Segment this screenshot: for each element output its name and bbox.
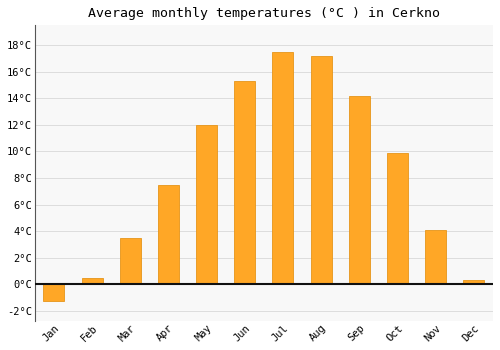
Bar [387, 153, 408, 284]
Bar [158, 184, 179, 284]
Bar [272, 52, 293, 284]
Bar [120, 238, 141, 284]
Bar [196, 125, 217, 284]
Title: Average monthly temperatures (°C ) in Cerkno: Average monthly temperatures (°C ) in Ce… [88, 7, 440, 20]
Bar [426, 230, 446, 284]
Bar [82, 278, 102, 284]
Bar [464, 280, 484, 284]
Bar [310, 56, 332, 284]
Bar [234, 81, 256, 284]
Bar [349, 96, 370, 284]
Bar [44, 284, 64, 301]
